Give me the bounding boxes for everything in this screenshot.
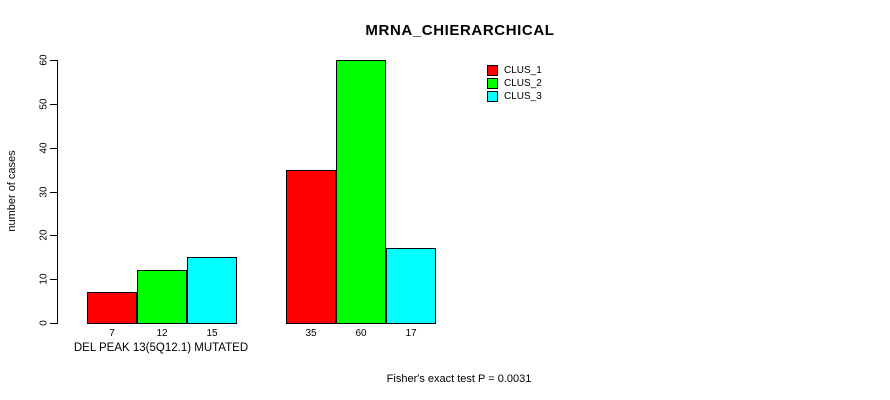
bar-value-label: 17: [405, 328, 417, 339]
legend-label: CLUS_2: [504, 78, 542, 89]
y-axis-tick: [50, 235, 57, 237]
y-axis-tick: [50, 60, 57, 61]
y-axis-tick: [50, 103, 57, 105]
y-axis-title: number of cases: [6, 150, 18, 232]
bar-value-label: 12: [156, 328, 168, 339]
bar-clus_3-group1: [187, 257, 237, 324]
y-axis-tick-label: 50: [38, 98, 50, 110]
bar-clus_2-group2: [336, 60, 386, 324]
y-axis-tick: [50, 191, 57, 193]
legend-swatch-clus_3: [487, 91, 498, 102]
legend-item-clus_1: CLUS_1: [487, 64, 542, 77]
y-axis-tick-label: 20: [38, 229, 50, 241]
y-axis-tick: [50, 323, 57, 324]
y-axis-tick: [50, 147, 57, 149]
y-axis-tick-label: 0: [38, 320, 50, 326]
y-axis-line: [57, 60, 58, 324]
legend: CLUS_1 CLUS_2 CLUS_3: [487, 64, 542, 103]
y-axis-tick: [50, 279, 57, 281]
legend-label: CLUS_3: [504, 91, 542, 102]
y-axis-tick-label: 60: [38, 54, 50, 66]
legend-swatch-clus_2: [487, 78, 498, 89]
legend-item-clus_3: CLUS_3: [487, 90, 542, 103]
bar-clus_1-group2: [286, 170, 336, 324]
y-axis-tick-label: 30: [38, 185, 50, 198]
bar-value-label: 7: [109, 328, 115, 339]
bar-clus_1-group1: [87, 292, 137, 324]
bar-value-label: 15: [206, 328, 218, 339]
bar-clus_2-group1: [137, 270, 187, 324]
bar-value-label: 35: [305, 328, 317, 339]
x-axis-group-label: DEL PEAK 13(5Q12.1) MUTATED: [73, 342, 249, 354]
legend-swatch-clus_1: [487, 65, 498, 76]
bar-clus_3-group2: [386, 248, 436, 324]
y-axis-tick-label: 10: [38, 273, 50, 285]
bar-value-label: 60: [355, 328, 367, 339]
y-axis-tick-label: 40: [38, 142, 50, 154]
chart-title: MRNA_CHIERARCHICAL: [365, 22, 555, 39]
legend-item-clus_2: CLUS_2: [487, 77, 542, 90]
fisher-test-annotation: Fisher's exact test P = 0.0031: [386, 373, 532, 385]
legend-label: CLUS_1: [504, 65, 542, 76]
